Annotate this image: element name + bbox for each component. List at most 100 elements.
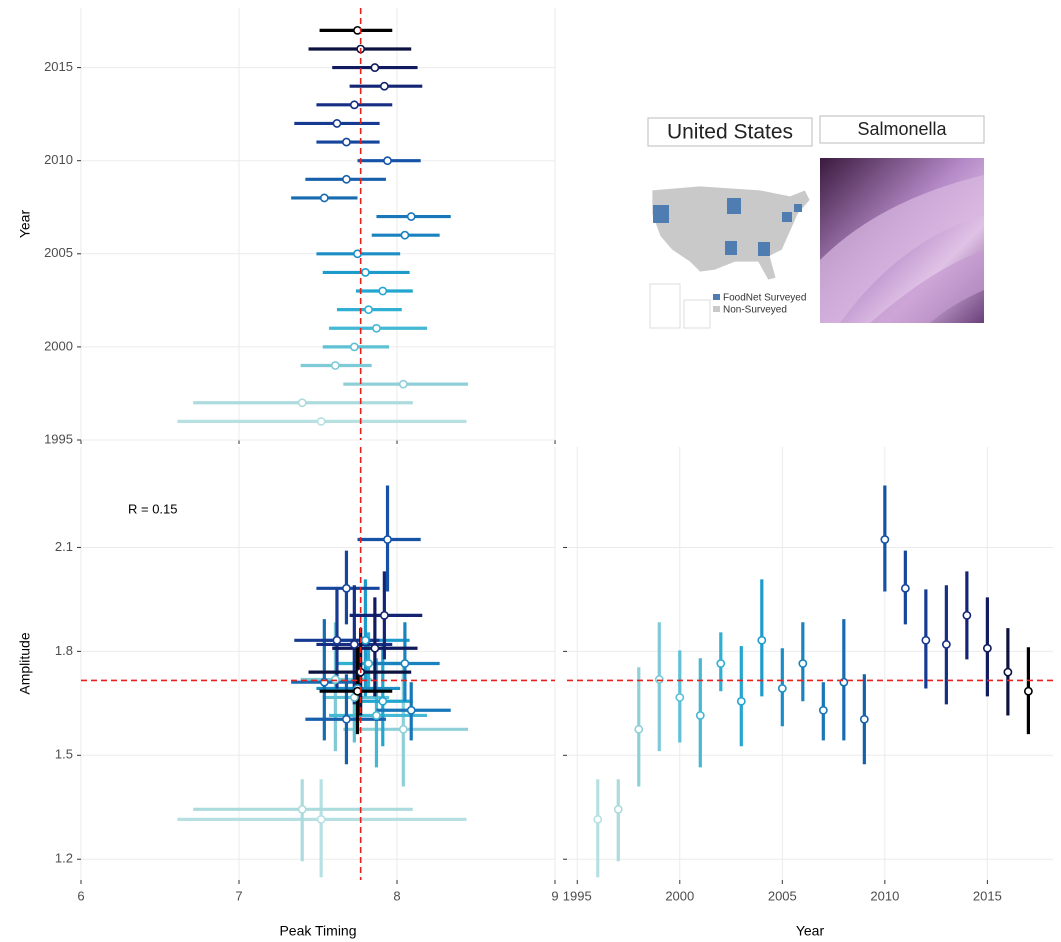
state-surveyed [725, 241, 737, 255]
annotation: R = 0.15 [128, 501, 178, 516]
point [349, 100, 359, 110]
point [400, 230, 410, 240]
state-surveyed [782, 212, 792, 222]
point [332, 119, 342, 128]
legend-key [713, 294, 720, 300]
point [330, 361, 340, 370]
point [406, 705, 416, 715]
point [654, 675, 664, 684]
point [370, 63, 380, 72]
bacterium [870, 250, 984, 323]
y-tick-label: 1.8 [55, 643, 73, 658]
point [342, 583, 351, 593]
alaska-box [649, 283, 681, 329]
y-tick-label: 1.2 [55, 851, 73, 866]
x-tick-label: 2005 [768, 888, 797, 903]
point [297, 398, 307, 408]
legend-label: Non-Surveyed [723, 305, 787, 316]
x-axis-title: Year [796, 923, 825, 939]
point [1003, 667, 1013, 677]
point [342, 174, 351, 184]
point [880, 535, 890, 544]
y-tick-label: 1995 [44, 431, 73, 446]
point [398, 724, 408, 734]
point [921, 635, 931, 645]
point [675, 693, 685, 702]
point [736, 696, 746, 706]
point [900, 583, 910, 593]
point [695, 711, 705, 720]
y-tick-label: 1.5 [55, 747, 73, 762]
us-map [651, 185, 811, 281]
legend-label: FoodNet Surveyed [723, 293, 806, 304]
point [383, 156, 392, 166]
hawaii-box [683, 299, 711, 329]
bacterium [820, 175, 984, 323]
point [319, 193, 329, 203]
point [962, 610, 972, 620]
state-surveyed [727, 198, 741, 214]
point [716, 659, 726, 668]
y-axis-title: Amplitude [17, 632, 33, 694]
x-tick-label: 1995 [563, 888, 592, 903]
point [757, 635, 767, 645]
image-title: Salmonella [857, 119, 947, 139]
point [982, 643, 992, 653]
point [379, 610, 389, 620]
point [372, 711, 381, 720]
y-tick-label: 2.1 [55, 539, 73, 554]
x-tick-label: 2010 [870, 888, 899, 903]
point [342, 714, 351, 724]
point [398, 379, 408, 389]
point [316, 814, 326, 824]
y-tick-label: 2010 [44, 152, 73, 167]
image-title-box [819, 115, 985, 144]
point [332, 635, 342, 645]
point [378, 696, 388, 706]
x-tick-label: 6 [77, 888, 84, 903]
y-tick-label: 2005 [44, 245, 73, 260]
x-tick-label: 9 [551, 888, 558, 903]
point [400, 659, 410, 668]
point [379, 81, 389, 91]
point [370, 643, 380, 653]
point [364, 305, 373, 315]
y-tick-label: 2000 [44, 338, 73, 353]
point [360, 635, 370, 645]
x-tick-label: 8 [393, 888, 400, 903]
point [941, 640, 951, 649]
point [798, 659, 808, 668]
map-title: United States [667, 121, 793, 144]
y-axis-title: Year [17, 210, 33, 239]
point [378, 286, 388, 296]
legend-key [713, 306, 720, 312]
point [360, 268, 370, 277]
state-surveyed [794, 204, 802, 212]
point [859, 714, 869, 724]
point [297, 804, 307, 814]
point [316, 416, 326, 426]
point [349, 640, 359, 649]
point [777, 684, 787, 693]
y-tick-label: 2015 [44, 59, 73, 74]
inset: United States Salmonella FoodNet Surveye… [647, 115, 985, 333]
point [364, 659, 373, 668]
point [818, 705, 828, 715]
point [330, 675, 340, 684]
x-axis-title: Peak Timing [279, 923, 356, 939]
x-tick-label: 2015 [973, 888, 1002, 903]
point [593, 814, 603, 824]
point [349, 342, 359, 352]
point [372, 323, 381, 333]
x-tick-label: 7 [235, 888, 242, 903]
map-title-box [647, 117, 813, 147]
point [634, 724, 644, 734]
point [383, 535, 392, 544]
point [406, 212, 416, 221]
point [1023, 686, 1033, 696]
state-surveyed [758, 242, 770, 256]
point [613, 804, 623, 814]
point [342, 137, 351, 147]
